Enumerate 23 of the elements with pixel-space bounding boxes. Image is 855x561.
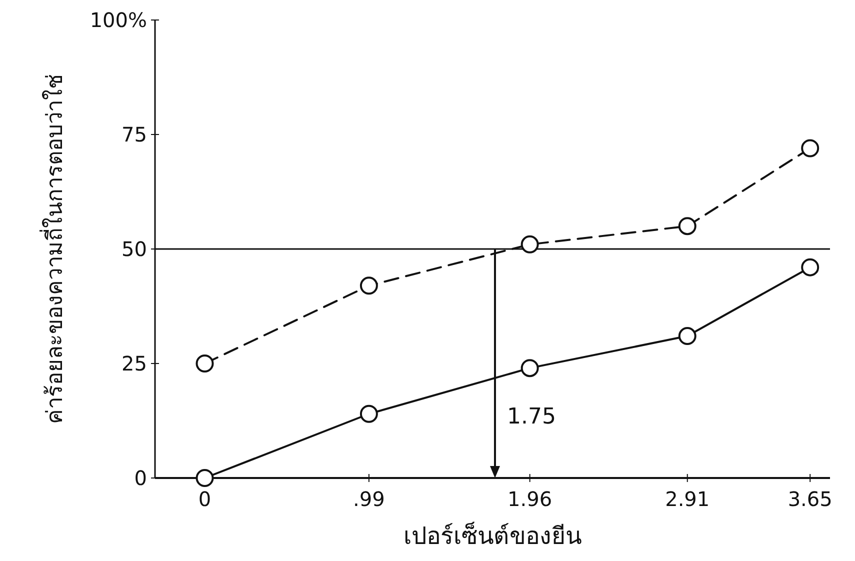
point [360,404,378,423]
point [801,139,820,158]
x-tick-label: 2.91 [665,487,710,511]
y-tick-label: 100% [90,8,147,32]
y-tick-label: 25 [122,352,147,376]
y-tick-label: 75 [122,122,147,146]
point [360,276,378,295]
point [678,217,696,236]
point [678,327,696,346]
point [801,258,820,276]
x-tick-label: 3.65 [788,487,832,511]
point [196,354,214,372]
point [520,359,539,378]
x-tick-label: 1.96 [508,487,552,511]
y-axis-title: ค่าร้อยละของความถี่ในการตอบว่าใช่ [39,74,68,424]
point [196,469,214,487]
ref-line-label: 1.75 [506,404,556,430]
x-tick-label: 0 [198,487,212,511]
y-tick-label: 0 [134,466,147,490]
x-axis-title: เปอร์เซ็นต์ของยีน [404,521,582,550]
point [520,235,539,254]
y-tick-label: 50 [122,237,147,261]
x-tick-label: .99 [353,487,385,511]
